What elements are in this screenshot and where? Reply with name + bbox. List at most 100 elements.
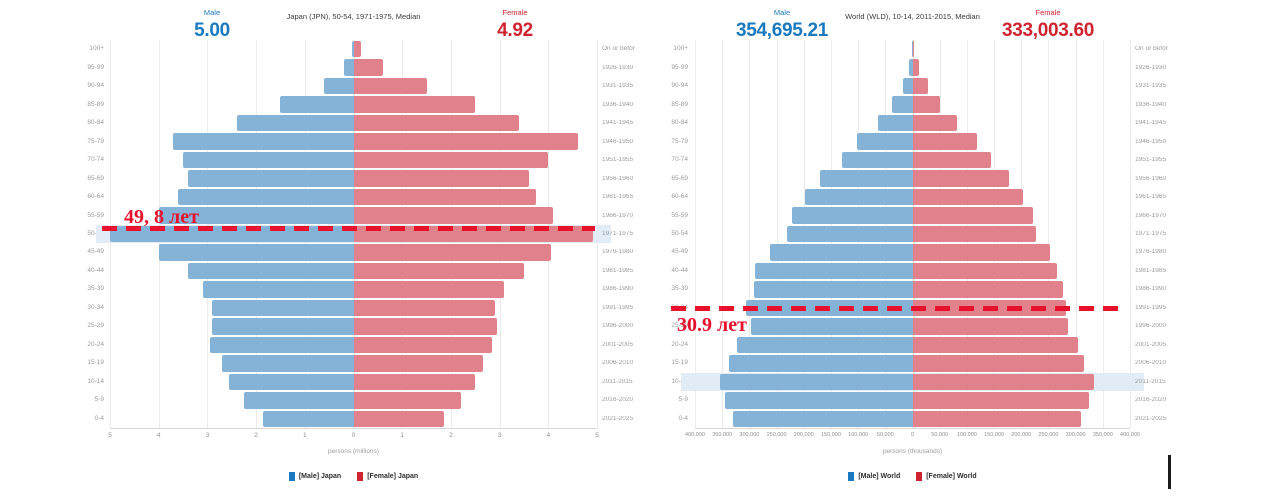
female-bar-65-69[interactable] <box>353 170 529 187</box>
female-bar-95-99[interactable] <box>353 59 383 76</box>
legend-item-female-japan[interactable]: [Female] Japan <box>357 472 418 481</box>
male-bar-95-99[interactable] <box>908 59 913 76</box>
male-bar-65-69[interactable] <box>820 170 913 187</box>
male-bar-30-34[interactable] <box>212 299 354 317</box>
female-bar-60-64[interactable] <box>912 188 1023 206</box>
female-bar-45-49[interactable] <box>912 244 1051 261</box>
female-bar-10-14[interactable] <box>353 373 476 391</box>
legend-item-male-japan[interactable]: [Male] Japan <box>288 472 341 481</box>
female-bar-25-29[interactable] <box>912 318 1068 335</box>
male-bar-50-54[interactable] <box>787 225 913 243</box>
male-bar-20-24[interactable] <box>737 336 913 354</box>
female-bar-90-94[interactable] <box>353 77 427 95</box>
legend-item-female-world[interactable]: [Female] World <box>916 472 977 481</box>
male-bar-10-14[interactable] <box>719 373 913 391</box>
female-bar-80-84[interactable] <box>353 114 520 132</box>
male-bar-80-84[interactable] <box>236 114 354 132</box>
male-bar-60-64[interactable] <box>804 188 913 206</box>
male-bar-90-94[interactable] <box>324 77 354 95</box>
female-bar-70-74[interactable] <box>353 151 549 169</box>
male-bar-80-84[interactable] <box>877 114 913 132</box>
male-bar-65-69[interactable] <box>187 170 354 187</box>
male-bar-35-39[interactable] <box>753 281 913 298</box>
median-age-annotation: 30.9 лет <box>677 314 747 337</box>
gridline <box>1075 40 1077 428</box>
male-bar-85-89[interactable] <box>891 96 913 113</box>
male-bar-60-64[interactable] <box>178 188 354 206</box>
birth-year-label: 1976-1980 <box>602 249 634 256</box>
male-bar-70-74[interactable] <box>183 151 354 169</box>
female-bar-90-94[interactable] <box>912 77 928 95</box>
male-bar-15-19[interactable] <box>728 355 913 372</box>
male-bar-10-14[interactable] <box>229 373 354 391</box>
female-bar-70-74[interactable] <box>912 151 992 169</box>
female-bar-15-19[interactable] <box>912 355 1084 372</box>
male-bar-25-29[interactable] <box>751 318 913 335</box>
female-bar-35-39[interactable] <box>912 281 1063 298</box>
female-bar-75-79[interactable] <box>912 133 978 150</box>
female-bar-80-84[interactable] <box>912 114 958 132</box>
male-bar-90-94[interactable] <box>902 77 913 95</box>
male-bar-55-59[interactable] <box>158 207 354 224</box>
female-bar-50-54[interactable] <box>912 225 1036 243</box>
male-bar-25-29[interactable] <box>212 318 354 335</box>
age-group-label: 80-84 <box>671 119 688 127</box>
male-bar-85-89[interactable] <box>280 96 354 113</box>
male-bar-100+[interactable] <box>352 41 354 58</box>
female-bar-5-9[interactable] <box>912 392 1090 409</box>
female-bar-85-89[interactable] <box>912 96 941 113</box>
birth-year-label: 1996-2000 <box>602 323 634 330</box>
female-bar-0-4[interactable] <box>912 410 1082 427</box>
male-bar-20-24[interactable] <box>209 336 354 354</box>
age-group-label: 95-99 <box>87 63 104 71</box>
legend-item-male-world[interactable]: [Male] World <box>848 472 900 481</box>
male-bar-95-99[interactable] <box>343 59 354 76</box>
female-bar-75-79[interactable] <box>353 133 578 150</box>
female-bar-15-19[interactable] <box>353 355 483 372</box>
male-bar-35-39[interactable] <box>202 281 354 298</box>
female-bar-40-44[interactable] <box>912 262 1057 280</box>
female-bar-95-99[interactable] <box>912 59 920 76</box>
birth-year-label: 1926-1930 <box>1135 64 1167 71</box>
female-bar-35-39[interactable] <box>353 281 505 298</box>
female-bar-0-4[interactable] <box>353 410 444 427</box>
female-bar-85-89[interactable] <box>353 96 476 113</box>
female-bar-45-49[interactable] <box>353 244 551 261</box>
legend-label: [Female] World <box>926 473 977 480</box>
male-bar-5-9[interactable] <box>243 392 354 409</box>
female-bar-10-14[interactable] <box>912 373 1094 391</box>
male-bar-40-44[interactable] <box>187 262 354 280</box>
female-bar-30-34[interactable] <box>353 299 495 317</box>
male-bar-45-49[interactable] <box>158 244 354 261</box>
female-bar-100+[interactable] <box>912 41 915 58</box>
male-bar-0-4[interactable] <box>263 410 354 427</box>
female-bar-20-24[interactable] <box>912 336 1078 354</box>
female-bar-100+[interactable] <box>353 41 361 58</box>
japan-chart-title: Japan (JPN), 50-54, 1971-1975, Median <box>286 12 421 21</box>
male-bar-100+[interactable] <box>911 41 913 58</box>
male-bar-45-49[interactable] <box>770 244 913 261</box>
female-bar-60-64[interactable] <box>353 188 537 206</box>
birth-year-label: 2006-2010 <box>1135 360 1167 367</box>
male-bar-75-79[interactable] <box>173 133 354 150</box>
female-bar-5-9[interactable] <box>353 392 461 409</box>
male-bar-0-4[interactable] <box>733 410 913 427</box>
female-bar-40-44[interactable] <box>353 262 524 280</box>
age-group-label: 25-29 <box>671 322 688 330</box>
male-bar-15-19[interactable] <box>222 355 354 372</box>
age-group-label: 40-44 <box>671 266 688 274</box>
x-tick-label: 1 <box>302 432 307 439</box>
age-group-label: 95-99 <box>671 63 688 71</box>
male-bar-75-79[interactable] <box>856 133 913 150</box>
male-bar-5-9[interactable] <box>724 392 913 409</box>
female-bar-55-59[interactable] <box>353 207 554 224</box>
female-bar-25-29[interactable] <box>353 318 498 335</box>
female-bar-55-59[interactable] <box>912 207 1033 224</box>
male-bar-70-74[interactable] <box>841 151 913 169</box>
female-bar-20-24[interactable] <box>353 336 493 354</box>
male-bar-40-44[interactable] <box>755 262 913 280</box>
male-bar-55-59[interactable] <box>791 207 913 224</box>
x-tick-label: 4 <box>546 432 551 439</box>
age-group-label: 45-49 <box>671 248 688 256</box>
female-bar-65-69[interactable] <box>912 170 1009 187</box>
